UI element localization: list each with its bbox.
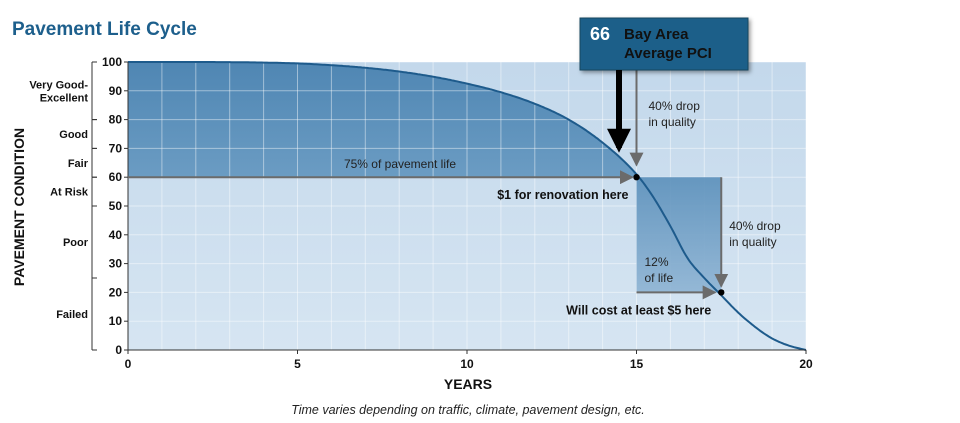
band-label: Very Good- [29, 79, 88, 91]
life12-label-line1: 12% [645, 255, 669, 269]
drop-shade-region [636, 177, 722, 293]
y-tick-label: 30 [109, 257, 123, 271]
upper-life-region [128, 62, 637, 178]
bay-area-pci-callout: 66 Bay Area Average PCI [579, 17, 749, 153]
chart-title: Pavement Life Cycle [12, 19, 197, 40]
band-label: Poor [63, 237, 89, 249]
drop1-label-line2: in quality [649, 115, 696, 129]
callout-line1: Bay Area [624, 26, 689, 43]
drop2-label-line1: 40% drop [729, 219, 781, 233]
curve-point [633, 174, 640, 181]
band-label: Failed [56, 309, 88, 321]
callout-value: 66 [590, 24, 610, 44]
y-tick-label: 20 [109, 285, 123, 299]
drop2-label-line2: in quality [729, 235, 776, 249]
drop1-label-line1: 40% drop [649, 99, 701, 113]
y-tick-label: 100 [102, 55, 122, 69]
y-tick-label: 80 [109, 113, 123, 127]
band-label: Fair [68, 158, 89, 170]
curve-point [718, 289, 725, 296]
y-axis-title: PAVEMENT CONDITION [11, 128, 27, 286]
callout-line2: Average PCI [624, 45, 712, 62]
x-tick-label: 5 [294, 357, 301, 371]
pavement-condition-curve [128, 61, 807, 351]
y-tick-label: 0 [115, 343, 122, 357]
cost5-label: Will cost at least $5 here [566, 303, 711, 317]
x-tick-label: 10 [460, 357, 474, 371]
y-tick-label: 50 [109, 199, 123, 213]
callout-box [579, 17, 749, 71]
renovation-label: $1 for renovation here [497, 188, 628, 202]
y-tick-label: 70 [109, 141, 123, 155]
y-tick-label: 10 [109, 314, 123, 328]
x-axis-title: YEARS [444, 376, 492, 392]
y-tick-label: 60 [109, 170, 123, 184]
band-label: At Risk [50, 187, 89, 199]
y-tick-label: 90 [109, 84, 123, 98]
quality-drop-region [636, 177, 722, 293]
annotations: 75% of pavement life 40% drop in quality $1… [128, 62, 781, 317]
footnote: Time varies depending on traffic, climat… [291, 403, 645, 417]
axes: 0 10 20 30 40 50 60 70 80 90 100 0 5 10 15 20 [102, 55, 813, 371]
band-label: Excellent [40, 92, 89, 104]
y-tick-label: 40 [109, 228, 123, 242]
x-tick-label: 0 [125, 357, 132, 371]
x-tick-label: 15 [630, 357, 644, 371]
curve-layer [128, 61, 807, 351]
band-label: Good [59, 129, 88, 141]
pavement-life-label: 75% of pavement life [344, 157, 456, 171]
condition-band-labels: Very Good-Excellent Good Fair At Risk Poor Fa… [29, 61, 97, 351]
x-tick-label: 20 [799, 357, 813, 371]
life12-label-line2: of life [645, 271, 674, 285]
